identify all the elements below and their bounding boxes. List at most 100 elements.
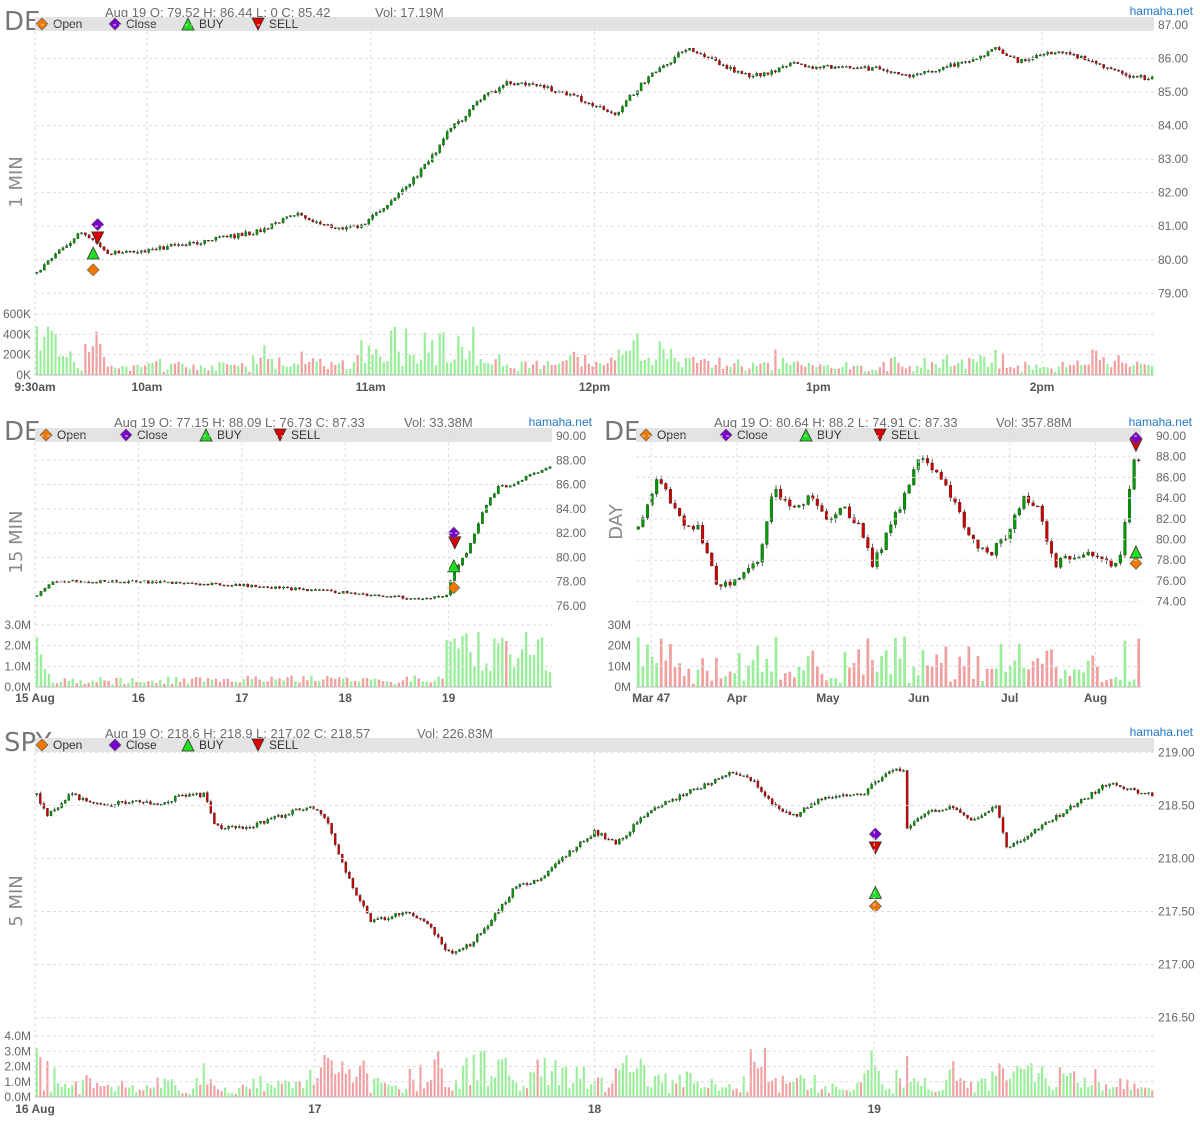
candle (607, 837, 610, 841)
volume-bar (636, 1068, 639, 1097)
volume-bar (643, 1065, 646, 1097)
volume-bar (46, 1060, 49, 1097)
candle (371, 213, 374, 222)
volume-bar (604, 1092, 607, 1097)
volume-bar (785, 1083, 788, 1097)
site-link[interactable]: hamaha.net (529, 415, 593, 429)
legend: Open Close BUY SELL (35, 428, 552, 442)
candle (897, 71, 900, 75)
site-link[interactable]: hamaha.net (1129, 415, 1193, 429)
candle (472, 104, 475, 111)
volume-bar (830, 367, 833, 375)
volume-bar (234, 681, 238, 687)
volume-bar (824, 1086, 827, 1097)
volume-bar (662, 348, 665, 375)
candle (516, 82, 520, 86)
candle (1083, 797, 1086, 800)
volume-bar (398, 1089, 401, 1097)
candle (1115, 781, 1118, 787)
volume-bar (980, 1078, 983, 1097)
candle (413, 597, 417, 600)
volume-bar (1097, 1082, 1101, 1097)
volume-bar (1076, 360, 1079, 375)
candle (177, 242, 180, 247)
volume-bar (766, 362, 770, 375)
candle (984, 812, 987, 816)
volume-bar (149, 1088, 152, 1097)
volume-bar (151, 362, 154, 375)
volume-bar (365, 678, 369, 687)
x-tick-label: 19 (442, 691, 456, 705)
volume-bar (401, 680, 405, 687)
volume-bar (71, 1084, 74, 1097)
candle (170, 581, 174, 585)
candle (280, 814, 284, 818)
volume-bar (178, 681, 182, 687)
candle (635, 820, 639, 825)
volume-bar (920, 1085, 923, 1097)
volume-bar (699, 359, 702, 375)
volume-bar (442, 332, 445, 375)
site-link[interactable]: hamaha.net (1130, 725, 1194, 739)
candle (680, 51, 684, 55)
volume-bar (515, 1082, 518, 1097)
volume-bar (647, 357, 650, 375)
volume-bar (1137, 638, 1141, 687)
volume-bar (1144, 1087, 1147, 1097)
candle (39, 791, 42, 806)
volume-bar (576, 356, 579, 375)
volume-bar (377, 679, 381, 687)
candle (270, 816, 273, 820)
volume-bar (1126, 1079, 1129, 1097)
candle (1047, 820, 1051, 823)
volume-bar (882, 361, 885, 375)
candle (696, 521, 700, 530)
volume-bar (540, 1076, 543, 1097)
volume-bar (57, 1083, 60, 1097)
candle (1132, 458, 1136, 491)
volume-bar (138, 1089, 141, 1097)
candle (404, 185, 408, 192)
volume-bar (628, 350, 632, 375)
candle (714, 562, 718, 585)
candle (501, 84, 505, 90)
candle (453, 123, 456, 130)
legend-open-icon (35, 17, 49, 31)
volume-bar (453, 638, 456, 687)
volume-bar (810, 1087, 813, 1097)
volume-bar (387, 1084, 390, 1097)
candle (753, 779, 756, 783)
candle (755, 71, 759, 77)
candle (820, 797, 824, 802)
volume-bar (934, 364, 937, 375)
volume-bar (655, 662, 659, 687)
volume-bar (1121, 362, 1124, 375)
y-tick-label: 90.00 (556, 429, 586, 443)
volume-bar (209, 1079, 212, 1097)
candle (990, 551, 994, 557)
volume-bar (498, 353, 501, 375)
volume-bar (334, 1074, 337, 1097)
candle (706, 782, 710, 786)
candle (76, 232, 80, 239)
volume-bar (1048, 1085, 1051, 1097)
candle (192, 240, 195, 244)
volume-bar (756, 1068, 759, 1097)
candle (1044, 821, 1047, 826)
legend: Open Close BUY SELL (35, 17, 1154, 31)
candle (274, 586, 277, 590)
y-tick-label: 86.00 (1158, 52, 1188, 66)
volume-bar (696, 1081, 699, 1097)
volume-bar (722, 368, 725, 375)
candle (207, 239, 210, 242)
candle (425, 597, 429, 600)
site-link[interactable]: hamaha.net (1130, 4, 1194, 18)
volume-bar (113, 1091, 116, 1097)
volume-bar (55, 683, 59, 687)
candle (202, 792, 205, 798)
volume-info: Vol: 357.88M (996, 415, 1072, 430)
legend-close-icon (119, 428, 133, 442)
volume-bar (223, 1087, 227, 1097)
candle (624, 99, 628, 107)
volume-bar (513, 368, 516, 375)
